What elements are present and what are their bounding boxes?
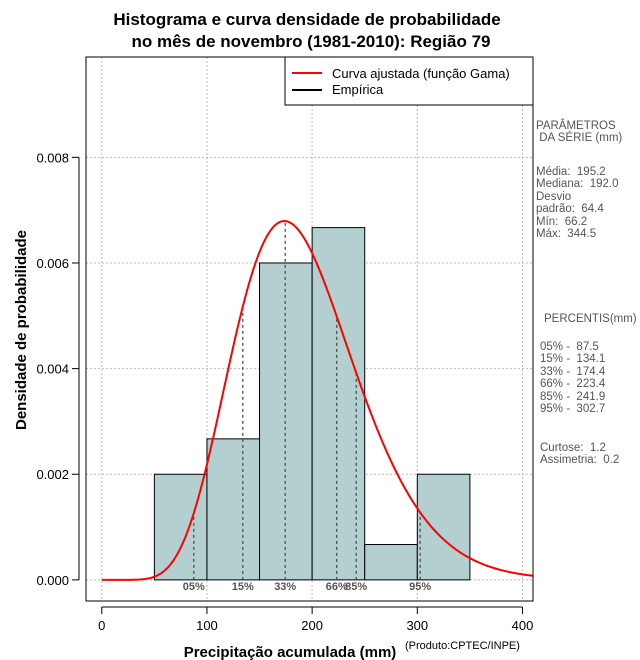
- x-tick-label-1: 100: [196, 618, 218, 633]
- percentis-values: 05% - 87.5 15% - 134.1 33% - 174.4 66% -…: [540, 341, 606, 416]
- percentile-lines: [193, 221, 421, 580]
- percentile-label-2: 33%: [274, 581, 296, 593]
- percentile-label-0: 05%: [183, 581, 205, 593]
- histogram-bar-4: [364, 543, 418, 581]
- chart-title-line1: Histograma e curva densidade de probabil…: [113, 10, 500, 29]
- histogram-bar-5: [416, 473, 471, 581]
- shape-stats: Curtose: 1.2 Assimetria: 0.2: [540, 442, 620, 467]
- y-tick-label-3: 0.006: [36, 256, 69, 271]
- percentile-labels: 05% 15% 33% 66%85% 95%: [183, 581, 432, 593]
- percentile-label-1: 15%: [232, 581, 254, 593]
- y-tick-label-1: 0.002: [36, 467, 69, 482]
- params-values: Média: 195.2 Mediana: 192.0 Desvio padrã…: [536, 166, 619, 241]
- y-axis: 0.000 0.002 0.004 0.006 0.008: [36, 150, 80, 588]
- x-axis-label: Precipitação acumulada (mm): [184, 644, 397, 660]
- product-credit: (Produto:CPTEC/INPE): [405, 640, 520, 652]
- histogram-bar-2: [259, 262, 313, 581]
- histogram-bar-1: [206, 438, 261, 581]
- x-axis: 0 100 200 300 400: [98, 606, 534, 633]
- fitted-gamma-curve: [101, 220, 534, 581]
- histogram-bar-0: [153, 473, 208, 581]
- x-tick-label-2: 200: [301, 618, 323, 633]
- x-tick-label-4: 400: [512, 618, 534, 633]
- y-tick-label-2: 0.004: [36, 362, 69, 377]
- legend-box: [284, 56, 534, 106]
- percentis-heading: PERCENTIS(mm): [544, 313, 637, 325]
- y-axis-label: Densidade de probabilidade: [13, 230, 30, 430]
- percentile-label-3: 66%: [326, 581, 348, 593]
- legend: Curva ajustada (função Gama) Empírica: [284, 56, 534, 106]
- legend-label-empirical: Empírica: [332, 82, 384, 97]
- x-tick-label-0: 0: [98, 618, 105, 633]
- y-tick-label-0: 0.000: [36, 573, 69, 588]
- params-heading: PARÂMETROS DA SÉRIE (mm): [536, 120, 623, 145]
- chart-title-line2: no mês de novembro (1981-2010): Região 7…: [131, 32, 490, 51]
- histogram-bar-3: [311, 227, 366, 581]
- legend-label-fitted: Curva ajustada (função Gama): [332, 66, 510, 81]
- percentile-label-5: 95%: [409, 581, 431, 593]
- y-tick-label-4: 0.008: [36, 150, 69, 165]
- percentile-label-4: 85%: [345, 581, 367, 593]
- histogram-bars: [153, 227, 471, 581]
- x-tick-label-3: 300: [406, 618, 428, 633]
